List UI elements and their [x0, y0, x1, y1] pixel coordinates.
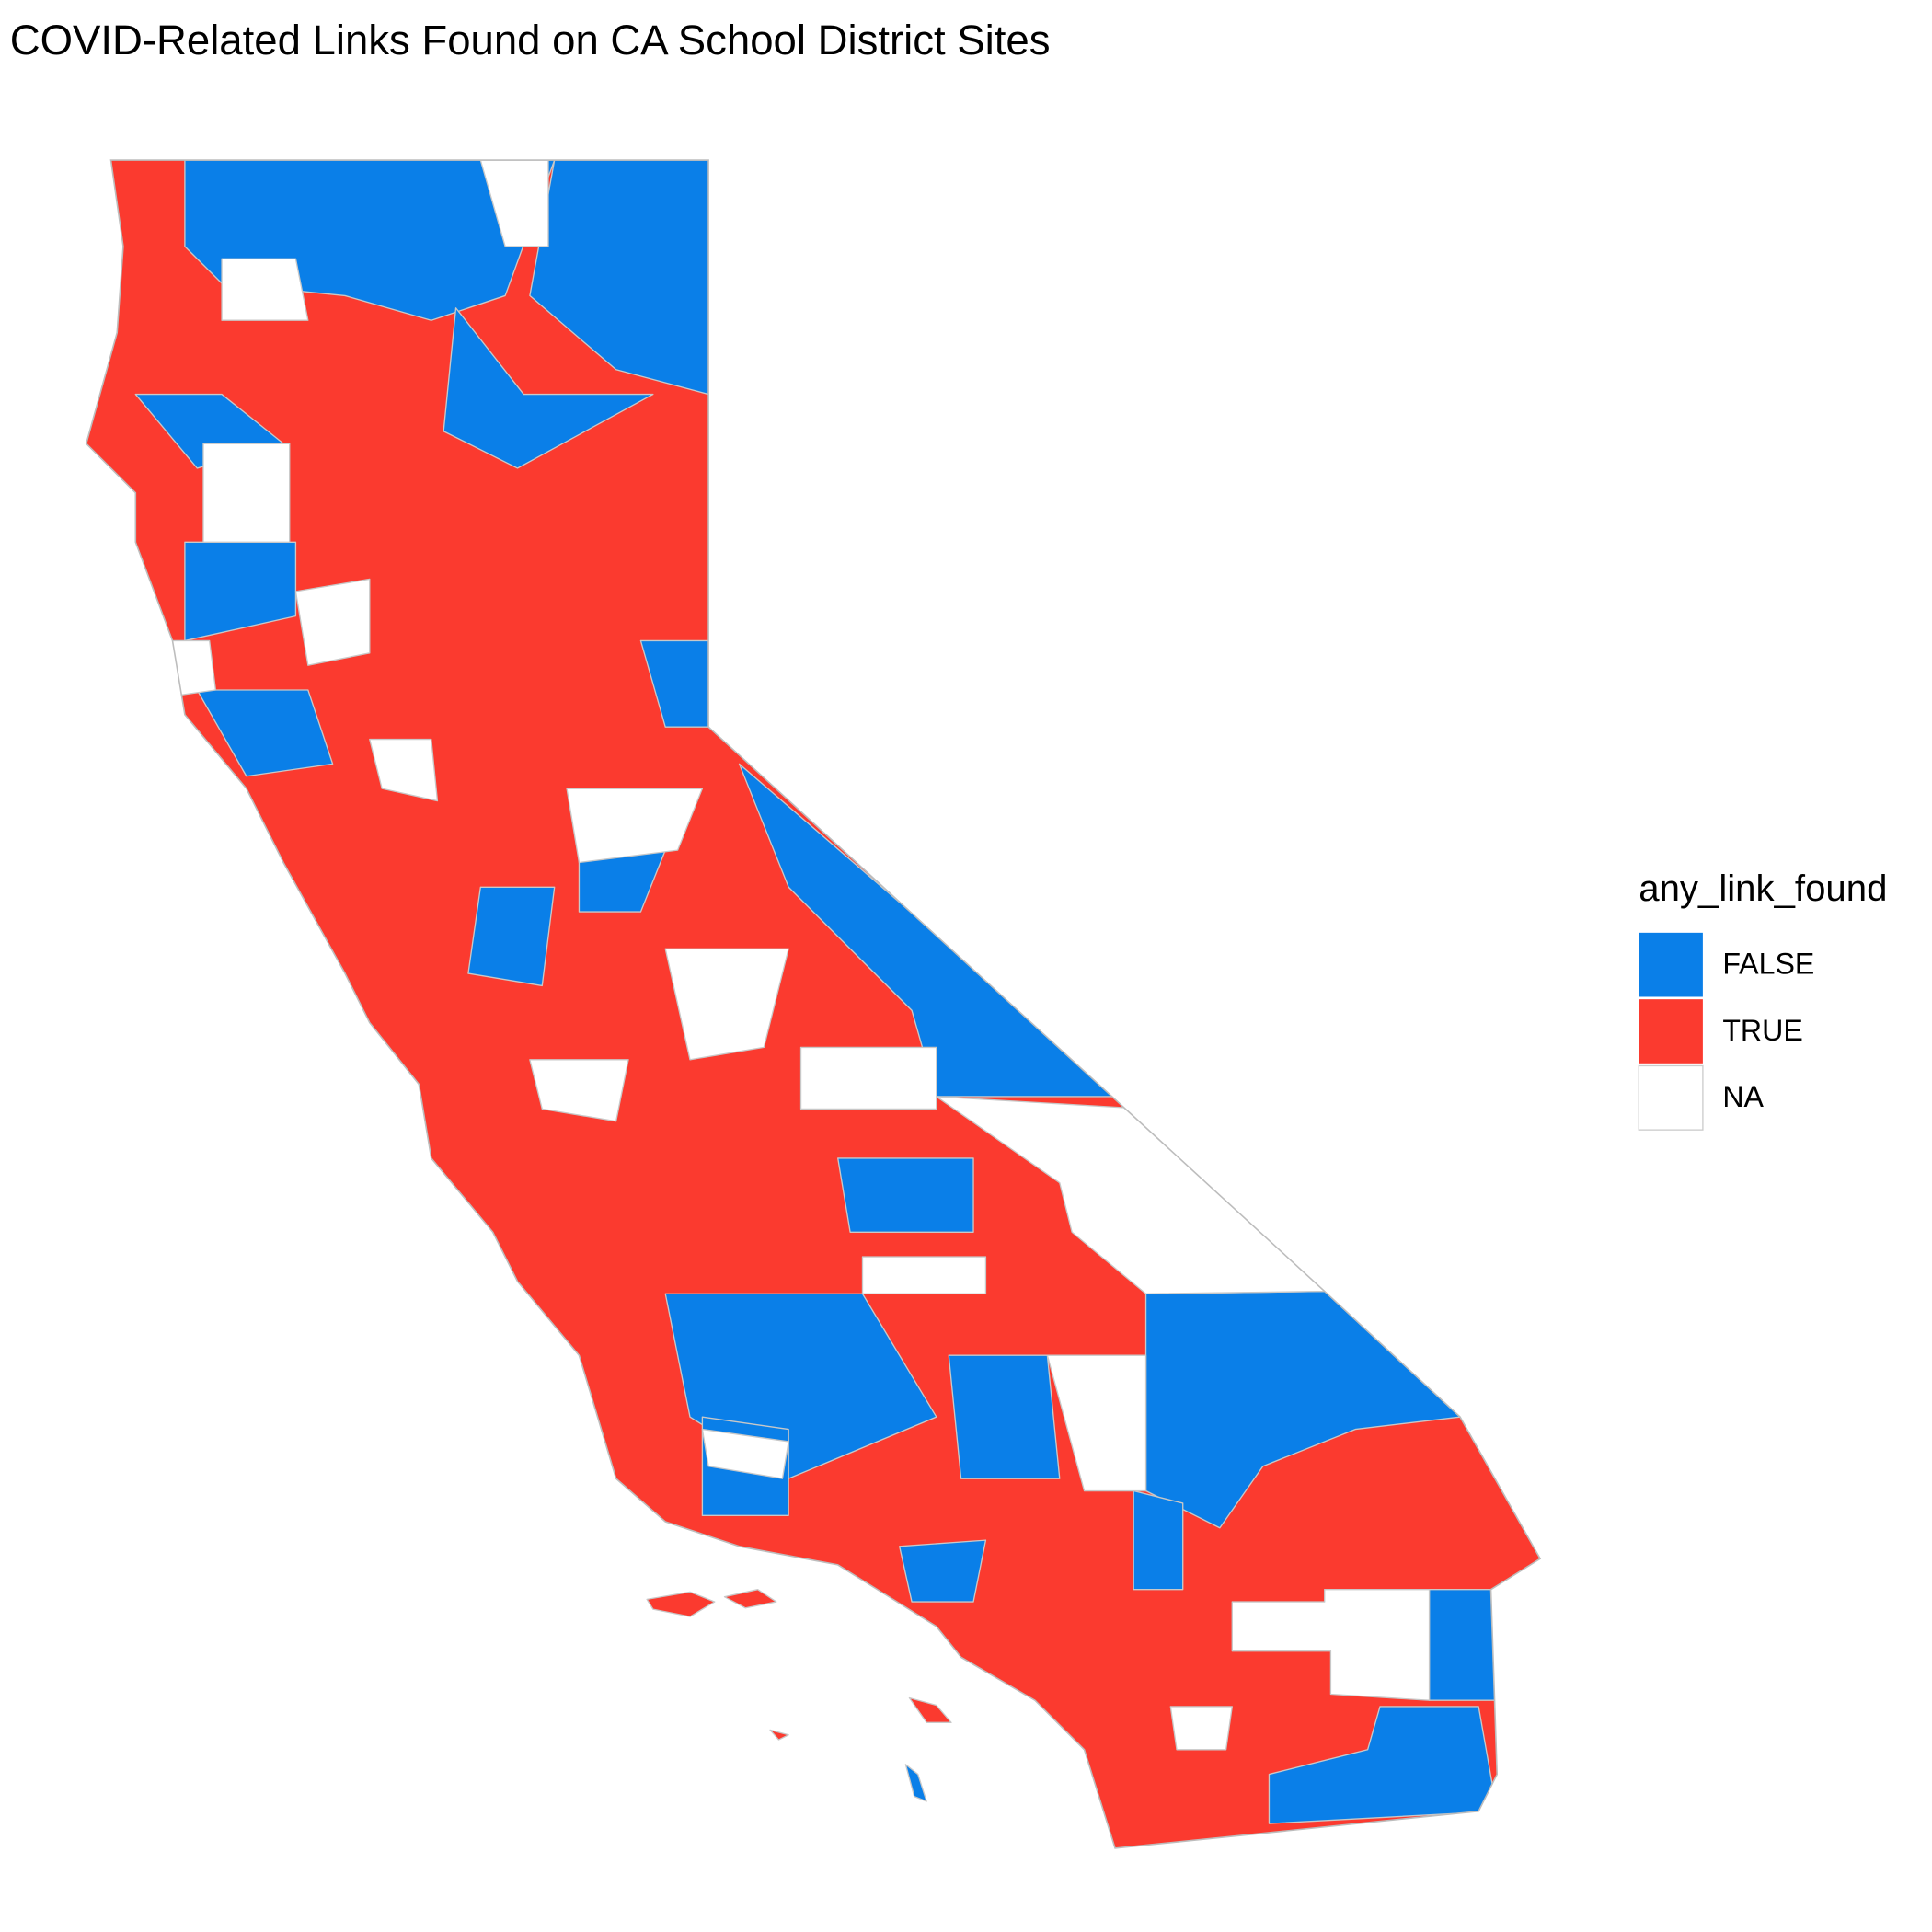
district-region [701, 1428, 789, 1479]
district-region [443, 307, 654, 469]
legend: any_link_found FALSE TRUE NA [1638, 868, 1887, 1131]
district-region [799, 1046, 937, 1110]
district-region [566, 788, 704, 864]
legend-label: TRUE [1722, 1014, 1802, 1047]
legend-key [1638, 1064, 1704, 1131]
district-region [529, 1059, 629, 1122]
district-region [899, 1539, 987, 1603]
district-region [202, 443, 291, 543]
district-region [948, 1354, 1061, 1479]
island [908, 1696, 952, 1723]
district-region [221, 258, 309, 321]
islands [646, 1589, 952, 1802]
district-region [479, 160, 549, 247]
district-region [1169, 1706, 1233, 1751]
district-region [837, 1157, 974, 1233]
legend-title: any_link_found [1639, 868, 1887, 909]
district-region [1046, 1354, 1147, 1492]
district-region [664, 948, 789, 1061]
legend-key [1639, 999, 1703, 1064]
chart-title: COVID-Related Links Found on CA School D… [10, 17, 1051, 63]
district-region [159, 639, 217, 697]
district-region [1231, 1589, 1431, 1701]
island [904, 1764, 927, 1802]
district-region [1133, 1489, 1184, 1591]
district-region [196, 689, 334, 777]
district-region [529, 160, 709, 396]
legend-label: FALSE [1722, 947, 1814, 980]
legend-key [1639, 932, 1703, 997]
island [769, 1729, 789, 1741]
district-region [467, 886, 556, 987]
district-region [1268, 1706, 1498, 1824]
district-region [1428, 1589, 1498, 1701]
island [646, 1591, 716, 1617]
district-region [369, 738, 439, 802]
district-region [861, 1256, 987, 1294]
island [723, 1589, 777, 1609]
legend-label: NA [1722, 1080, 1764, 1113]
district-region [294, 578, 371, 666]
